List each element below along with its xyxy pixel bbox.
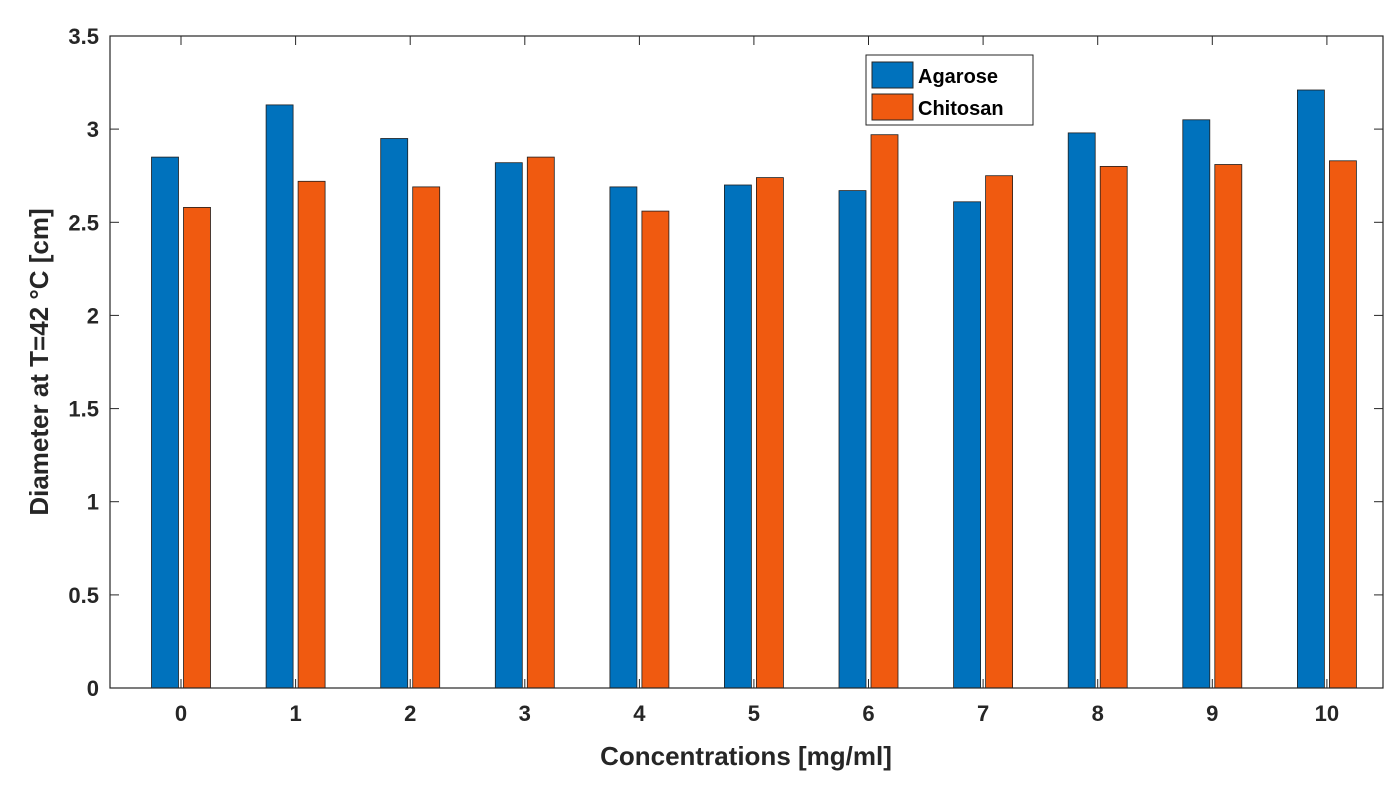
x-tick-label: 7 <box>977 701 989 726</box>
bar-agarose-5 <box>724 184 752 689</box>
y-tick-label: 1 <box>87 490 99 515</box>
bar-agarose-6 <box>838 190 867 689</box>
bar-agarose-2 <box>380 138 409 689</box>
bar-agarose-1 <box>265 104 294 689</box>
legend-swatch-chitosan <box>871 93 914 121</box>
bar-chitosan-10 <box>1329 160 1357 689</box>
x-tick-label: 2 <box>404 701 416 726</box>
bar-chitosan-4 <box>641 210 670 689</box>
y-tick-label: 2 <box>87 303 99 328</box>
legend-label-chitosan: Chitosan <box>918 98 1004 120</box>
bar-chitosan-8 <box>1099 165 1128 689</box>
bars-layer <box>151 89 1357 689</box>
x-tick-label: 6 <box>862 701 874 726</box>
x-tick-label: 4 <box>633 701 646 726</box>
y-tick-label: 3 <box>87 117 99 142</box>
x-tick-label: 3 <box>519 701 531 726</box>
y-tick-label: 0.5 <box>68 583 99 608</box>
bar-chitosan-2 <box>412 186 441 689</box>
bar-agarose-8 <box>1067 132 1096 689</box>
x-tick-label: 0 <box>175 701 187 726</box>
x-axis-title: Concentrations [mg/ml] <box>600 741 892 771</box>
bar-chitosan-7 <box>985 175 1013 689</box>
legend-swatch-agarose <box>871 61 914 89</box>
bar-agarose-4 <box>609 186 638 689</box>
y-tick-label: 2.5 <box>68 210 99 235</box>
bar-chitosan-1 <box>297 180 326 689</box>
bar-chitosan-5 <box>756 177 784 689</box>
legend: Agarose Chitosan <box>865 54 1034 126</box>
bar-chitosan-3 <box>526 156 555 689</box>
plot-frame <box>109 35 1384 689</box>
legend-label-agarose: Agarose <box>918 66 998 88</box>
x-tick-label: 10 <box>1315 701 1339 726</box>
x-tick-label: 5 <box>748 701 760 726</box>
bar-chitosan-0 <box>183 206 211 689</box>
x-tick-label: 1 <box>289 701 301 726</box>
bar-chitosan-9 <box>1214 164 1243 689</box>
y-tick-label: 3.5 <box>68 24 99 49</box>
x-tick-label: 8 <box>1092 701 1104 726</box>
bar-agarose-10 <box>1297 89 1325 689</box>
ticks-layer: 0 1 2 3 4 5 6 7 8 9 10 0 0.5 1 1.5 2 2.5 3 3.5 <box>68 24 1383 726</box>
bar-agarose-7 <box>953 201 981 689</box>
bar-chitosan-6 <box>870 134 899 689</box>
y-tick-label: 0 <box>87 676 99 701</box>
y-tick-label: 1.5 <box>68 397 99 422</box>
bar-agarose-0 <box>151 156 179 689</box>
x-tick-label: 9 <box>1206 701 1218 726</box>
bar-agarose-9 <box>1182 119 1211 689</box>
bar-agarose-3 <box>494 162 523 689</box>
y-axis-title: Diameter at T=42 °C [cm] <box>24 208 54 515</box>
